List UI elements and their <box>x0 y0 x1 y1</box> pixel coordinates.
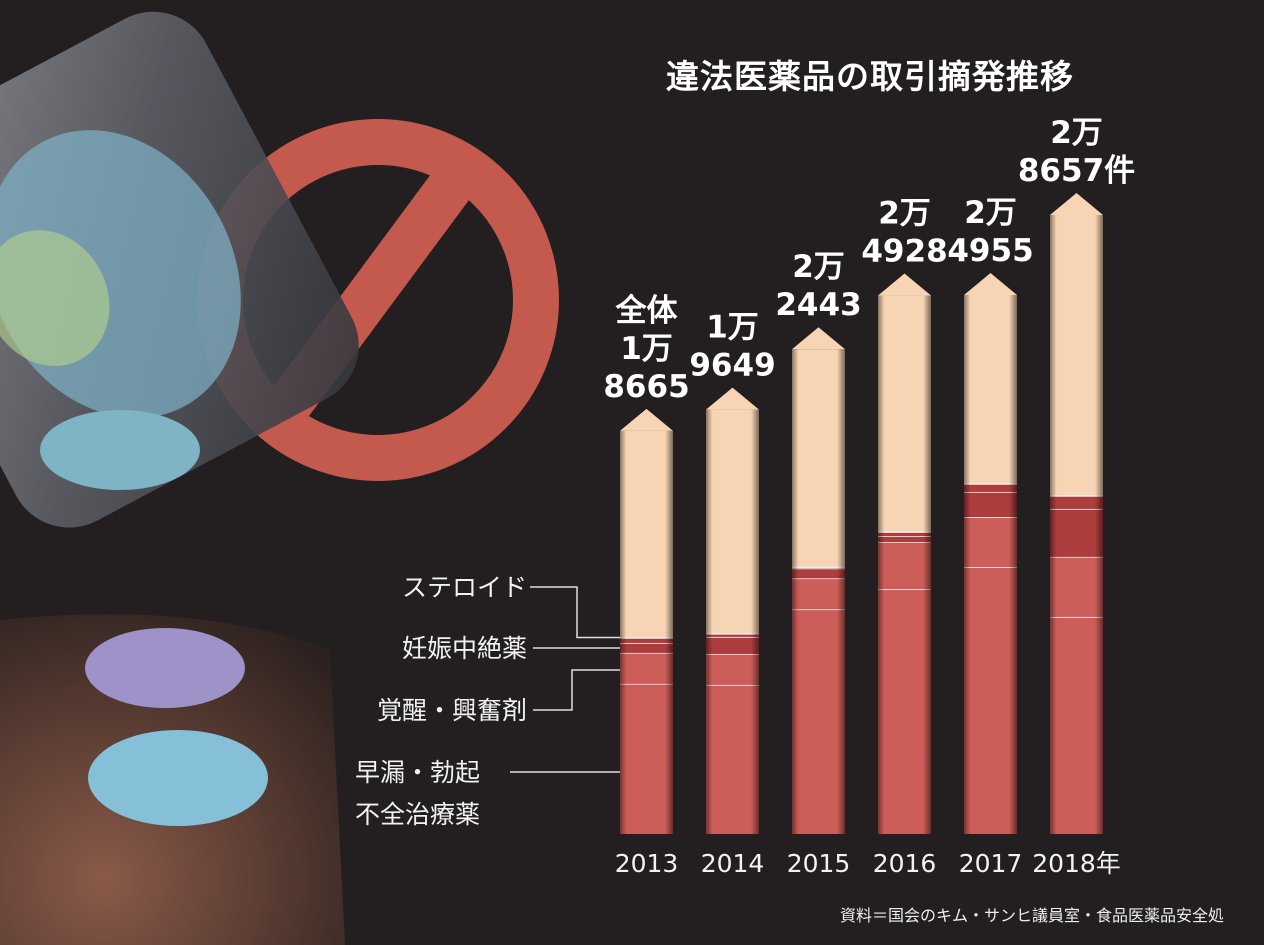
bar-arrow-tip <box>706 387 759 410</box>
x-tick-label: 2018年 <box>1032 849 1121 878</box>
total-label: 2万 <box>792 249 845 285</box>
bar-arrow-tip <box>792 327 845 350</box>
purple-pill-image <box>85 628 245 708</box>
legend-label: 妊娠中絶薬 <box>402 634 527 663</box>
x-tick-label: 2015 <box>787 849 851 878</box>
total-label: 2443 <box>775 287 861 323</box>
bar-shading <box>706 409 759 834</box>
bar-shading <box>878 295 931 834</box>
bar-shading <box>792 349 845 834</box>
blue-pill-image <box>88 730 268 826</box>
total-label: 8665 <box>603 369 689 405</box>
bar-arrow-tip <box>620 408 673 431</box>
total-label: 1万 <box>620 331 673 367</box>
legend-leader-line <box>533 669 620 711</box>
bar-shading <box>1050 215 1103 834</box>
background-photo-pills-prohibition <box>0 11 559 945</box>
legend-label: ステロイド <box>402 573 527 602</box>
bar-2018年 <box>1050 193 1103 834</box>
bar-arrow-tip <box>878 273 931 296</box>
bar-2016 <box>878 273 931 834</box>
x-tick-label: 2016 <box>873 849 937 878</box>
total-label: 2万 <box>1050 115 1103 151</box>
chart-title: 違法医薬品の取引摘発推移 <box>666 57 1074 96</box>
source-note: 資料＝国会のキム・サンヒ議員室・食品医薬品安全処 <box>839 906 1224 925</box>
bar-2017 <box>964 272 1017 834</box>
total-label: 8657件 <box>1018 153 1135 189</box>
x-tick-label: 2017 <box>959 849 1023 878</box>
total-label: 全体 <box>615 293 678 329</box>
x-tick-label: 2013 <box>615 849 679 878</box>
pill-jar-image <box>0 11 359 528</box>
bar-arrow-tip <box>1050 193 1103 215</box>
legend-label: 不全治療薬 <box>355 800 480 829</box>
bar-arrow-tip <box>964 272 1017 295</box>
total-label: 2万 <box>878 196 931 232</box>
blue-pill-image <box>40 410 200 490</box>
bar-2014 <box>706 387 759 834</box>
total-label: 1万 <box>706 310 759 346</box>
total-label: 4928 <box>861 234 947 270</box>
total-label: 9649 <box>689 348 775 384</box>
bar-2015 <box>792 327 845 834</box>
bar-shading <box>964 294 1017 834</box>
legend-label: 早漏・勃起 <box>355 758 480 787</box>
x-tick-label: 2014 <box>701 849 765 878</box>
bar-shading <box>620 430 673 834</box>
legend-label: 覚醒・興奮剤 <box>377 696 527 725</box>
total-label: 4955 <box>947 233 1033 269</box>
total-label: 2万 <box>964 195 1017 231</box>
bar-2013 <box>620 408 673 834</box>
legend-leader-line <box>530 586 620 639</box>
